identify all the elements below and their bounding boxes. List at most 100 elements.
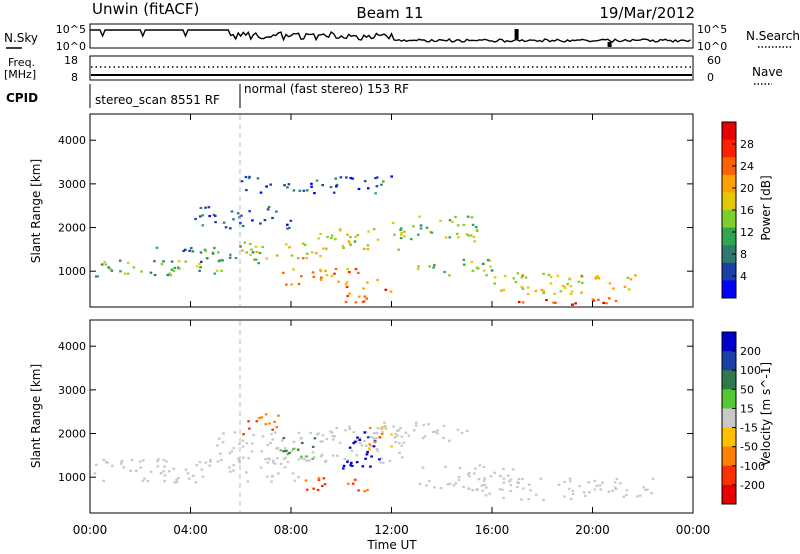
heatmap-cell xyxy=(329,430,332,433)
heatmap-cell xyxy=(163,480,166,483)
heatmap-cell xyxy=(471,269,475,272)
heatmap-cell xyxy=(334,177,337,180)
heatmap-cell xyxy=(376,449,379,452)
heatmap-cell xyxy=(140,270,143,273)
cpid-segment-2: normal (fast stereo) 153 RF xyxy=(244,82,409,96)
heatmap-cell xyxy=(217,437,221,440)
heatmap-cell xyxy=(470,260,473,264)
heatmap-cell xyxy=(288,226,291,229)
heatmap-cell xyxy=(178,267,181,270)
heatmap-cell xyxy=(311,445,315,448)
heatmap-cell xyxy=(582,491,586,494)
heatmap-cell xyxy=(346,268,349,271)
freq-label-line2: [MHz] xyxy=(4,68,36,81)
heatmap-cell xyxy=(446,483,450,486)
heatmap-cell xyxy=(173,481,176,484)
heatmap-cell xyxy=(473,240,476,243)
heatmap-cell xyxy=(299,437,303,440)
heatmap-cell xyxy=(588,491,591,494)
heatmap-cell xyxy=(557,483,561,486)
heatmap-cell xyxy=(380,426,384,429)
heatmap-cell xyxy=(143,477,146,480)
heatmap-cell xyxy=(481,484,485,487)
heatmap-cell xyxy=(521,287,525,290)
heatmap-cell xyxy=(228,452,232,455)
heatmap-cell xyxy=(569,480,572,483)
colorbar-segment xyxy=(722,351,736,371)
heatmap-cell xyxy=(339,176,343,179)
heatmap-cell xyxy=(191,474,195,477)
heatmap-cell xyxy=(315,179,319,182)
heatmap-cell xyxy=(289,219,293,222)
heatmap-cell xyxy=(255,420,259,423)
heatmap-cell xyxy=(279,449,282,452)
heatmap-cell xyxy=(357,295,361,298)
heatmap-cell xyxy=(301,441,304,444)
heatmap-cell xyxy=(333,435,336,438)
heatmap-cell xyxy=(169,274,172,277)
heatmap-cell xyxy=(207,206,211,209)
heatmap-cell xyxy=(399,228,402,231)
y-tick-label: 1000 xyxy=(58,471,86,484)
heatmap-cell xyxy=(320,453,324,456)
heatmap-cell xyxy=(175,478,178,481)
nsky-panel: N.Sky 10^5 10^0 10^5 10^0 N.Search xyxy=(4,23,800,53)
y-tick-label: 4000 xyxy=(58,134,86,147)
heatmap-cell xyxy=(365,297,369,300)
heatmap-cell xyxy=(344,300,348,304)
heatmap-cell xyxy=(324,460,327,464)
heatmap-cell xyxy=(527,498,530,501)
heatmap-cell xyxy=(482,269,486,272)
heatmap-cell xyxy=(378,458,381,461)
heatmap-cell xyxy=(485,274,488,277)
heatmap-cell xyxy=(310,185,313,188)
heatmap-cell xyxy=(527,483,531,486)
heatmap-cell xyxy=(319,232,322,236)
heatmap-cell xyxy=(384,427,388,430)
heatmap-cell xyxy=(390,445,393,448)
heatmap-cell xyxy=(301,257,305,260)
heatmap-cell xyxy=(334,267,338,271)
heatmap-cell xyxy=(130,458,134,461)
heatmap-cell xyxy=(569,292,573,296)
heatmap-cell xyxy=(481,489,484,492)
heatmap-cell xyxy=(376,238,380,241)
heatmap-cell xyxy=(348,446,352,449)
heatmap-cell xyxy=(563,495,566,498)
heatmap-cell xyxy=(400,231,403,234)
heatmap-cell xyxy=(305,455,309,458)
velocity-heatmap-cells xyxy=(93,413,655,501)
heatmap-cell xyxy=(361,300,365,304)
heatmap-cell xyxy=(400,444,404,447)
heatmap-cell xyxy=(247,420,250,423)
heatmap-cell xyxy=(194,217,197,221)
heatmap-cell xyxy=(156,465,159,468)
heatmap-cell xyxy=(376,278,379,282)
heatmap-cell xyxy=(267,206,271,209)
heatmap-cell xyxy=(199,215,202,218)
heatmap-cell xyxy=(245,251,248,254)
heatmap-cell xyxy=(199,266,202,269)
heatmap-cell xyxy=(265,257,268,260)
heatmap-cell xyxy=(564,286,567,289)
colorbar-tick-label: 4 xyxy=(740,270,747,283)
heatmap-cell xyxy=(286,460,290,464)
heatmap-cell xyxy=(571,303,574,306)
heatmap-cell xyxy=(625,494,628,497)
heatmap-cell xyxy=(475,488,479,491)
heatmap-cell xyxy=(248,210,251,213)
freq-tick-top: 18 xyxy=(64,54,78,67)
heatmap-cell xyxy=(319,268,322,271)
heatmap-cell xyxy=(305,252,309,255)
heatmap-cell xyxy=(366,436,370,439)
heatmap-cell xyxy=(216,444,219,447)
heatmap-cell xyxy=(379,427,383,430)
heatmap-cell xyxy=(388,460,392,463)
heatmap-cell xyxy=(220,269,223,272)
heatmap-cell xyxy=(593,488,597,491)
nsky-tick-top: 10^5 xyxy=(56,23,86,36)
heatmap-cell xyxy=(398,451,401,454)
heatmap-cell xyxy=(522,487,525,490)
heatmap-cell xyxy=(418,215,421,218)
heatmap-cell xyxy=(195,464,198,467)
